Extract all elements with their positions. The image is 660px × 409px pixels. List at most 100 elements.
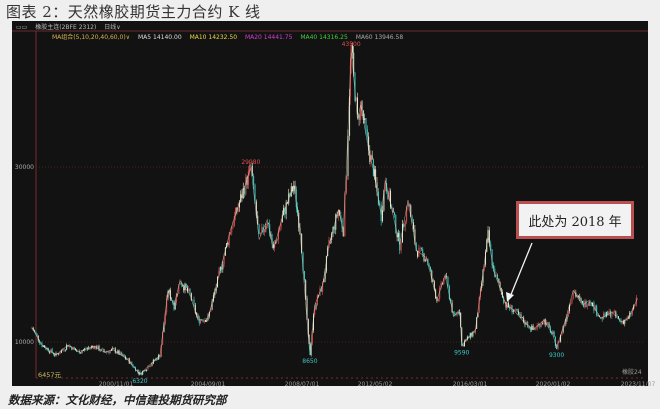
candle-body <box>423 253 425 261</box>
candle-body <box>392 208 394 213</box>
candle-body <box>196 312 198 316</box>
candle-body <box>524 322 526 325</box>
candle-body <box>194 304 196 313</box>
candle-body <box>481 282 483 288</box>
candle-body <box>202 320 204 322</box>
candle-body <box>184 283 186 291</box>
candle-body <box>104 352 106 353</box>
candle-body <box>584 301 586 308</box>
candle-body <box>155 358 157 361</box>
candle-body <box>463 341 465 347</box>
candle-body <box>183 286 185 291</box>
candle-body <box>443 278 445 284</box>
candle-body <box>586 305 588 307</box>
candle-body <box>558 341 560 343</box>
candle-body <box>457 312 459 314</box>
candle-body <box>231 227 233 233</box>
ma10-value: MA10 14232.50 <box>189 34 238 41</box>
period-selector[interactable]: 日线∨ <box>104 24 121 31</box>
candle-body <box>566 316 568 320</box>
candle-body <box>200 319 201 324</box>
candle-body <box>523 317 525 323</box>
candle-body <box>180 282 182 286</box>
candle-body <box>150 365 152 368</box>
candle-body <box>98 345 100 351</box>
candle-body <box>532 325 534 330</box>
candle-body <box>347 135 349 176</box>
candle-body <box>131 361 133 365</box>
candle-body <box>174 302 176 310</box>
candle-body <box>113 348 115 349</box>
candle-body <box>625 319 627 321</box>
candle-body <box>62 349 64 351</box>
candle-body <box>564 323 566 326</box>
candle-body <box>444 276 446 279</box>
candle-body <box>424 259 426 261</box>
candle-body <box>548 323 550 327</box>
candle-body <box>164 312 166 324</box>
candle-body <box>520 314 522 318</box>
candle-body <box>512 310 514 313</box>
candle-body <box>147 366 149 370</box>
candle-body <box>478 297 480 313</box>
candle-body <box>557 342 559 350</box>
candle-body <box>71 346 73 350</box>
candle-body <box>429 266 431 271</box>
candle-body <box>246 177 248 185</box>
candle-body <box>353 52 355 73</box>
candle-body <box>411 217 413 223</box>
candle-body <box>148 366 150 368</box>
candle-body <box>494 268 496 278</box>
contract-selector[interactable]: 橡胶主连(2BFE 2312) <box>35 24 97 31</box>
ma-combo-selector[interactable]: MA组合(5,10,20,40,60,0)∨ <box>52 34 131 41</box>
candle-body <box>119 352 121 355</box>
candle-body <box>560 335 562 342</box>
candle-body <box>476 317 478 329</box>
candle-body <box>528 327 530 328</box>
candle-body <box>437 298 439 302</box>
candle-body <box>529 327 531 330</box>
candle-body <box>581 300 583 304</box>
candle-body <box>473 331 475 333</box>
extreme-label: 6320 <box>132 378 147 385</box>
candle-body <box>295 189 297 208</box>
candle-body <box>590 302 592 306</box>
candle-body <box>419 247 421 249</box>
candle-body <box>395 215 397 233</box>
candle-body <box>306 297 308 320</box>
candle-body <box>427 258 429 266</box>
candle-body <box>403 224 405 227</box>
candle-body <box>224 247 226 256</box>
x-tick-label: 2008/07/01 <box>285 381 320 388</box>
candle-body <box>269 224 271 235</box>
candle-body <box>474 328 476 333</box>
candle-body <box>519 314 521 315</box>
candle-body <box>276 239 278 241</box>
candle-body <box>448 286 450 299</box>
candle-body <box>337 209 339 217</box>
x-tick-label: 2000/11/01 <box>99 381 134 388</box>
candle-body <box>301 233 303 253</box>
candle-body <box>278 231 279 240</box>
candle-body <box>94 345 96 349</box>
ma40-value: MA40 14316.25 <box>300 34 348 41</box>
candle-body <box>466 336 468 340</box>
extreme-label: 9300 <box>549 352 564 359</box>
candle-body <box>205 320 206 322</box>
ma-legend: MA组合(5,10,20,40,60,0)∨ MA5 14140.00 MA10… <box>52 32 409 41</box>
candle-body <box>496 274 498 279</box>
candle-body <box>192 299 194 301</box>
candle-body <box>388 190 390 200</box>
candle-body <box>116 352 118 354</box>
candle-body <box>422 249 424 254</box>
candle-body <box>535 328 537 330</box>
candle-body <box>426 258 428 260</box>
candle-body <box>242 188 244 199</box>
candle-body <box>454 313 456 314</box>
candle-body <box>600 317 602 318</box>
candle-body <box>163 323 165 333</box>
candle-body <box>178 284 180 294</box>
candle-body <box>222 264 224 270</box>
candle-body <box>303 270 305 281</box>
